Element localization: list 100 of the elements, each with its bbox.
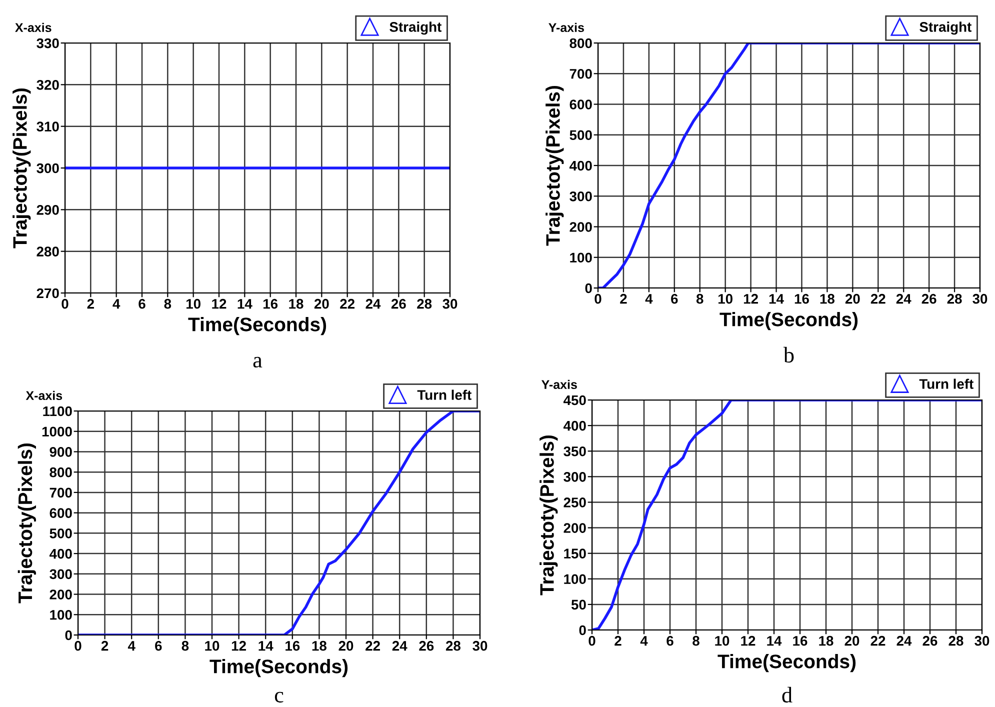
y-tick-label: 600 — [570, 100, 592, 110]
x-tick-label: 30 — [974, 636, 990, 646]
x-tick-label: 24 — [366, 298, 381, 309]
y-tick-label: 200 — [570, 222, 592, 232]
y-tick-label: 280 — [36, 246, 59, 257]
y-tick-label: 200 — [564, 523, 586, 533]
x-tick-label: 10 — [718, 294, 732, 304]
x-tick-label: 30 — [442, 298, 458, 309]
x-tick-label: 2 — [87, 298, 94, 309]
y-tick-label: 0 — [585, 283, 592, 294]
x-tick-label: 2 — [101, 640, 108, 651]
chart-title: Y-axis — [542, 380, 577, 390]
text: a — [253, 356, 262, 368]
x-tick-label: 26 — [391, 298, 406, 309]
y-tick-label: 1100 — [43, 406, 72, 416]
y-tick-label: 300 — [564, 472, 586, 482]
x-tick-label: 12 — [212, 298, 226, 309]
y-tick-label: 400 — [569, 160, 592, 171]
x-tick-label: 12 — [744, 294, 758, 304]
y-tick-label: 300 — [50, 569, 72, 580]
y-tick-label: 100 — [564, 574, 586, 584]
legend-label: Straight — [920, 22, 972, 35]
y-tick-label: 270 — [36, 288, 59, 298]
y-tick-label: 350 — [564, 446, 586, 456]
x-tick-label: 14 — [769, 294, 784, 304]
x-tick-label: 4 — [112, 299, 120, 309]
y-tick-label: 330 — [36, 38, 59, 48]
y-tick-label: 200 — [50, 590, 72, 600]
x-axis-title: Time(Seconds) — [718, 654, 856, 672]
y-tick-label: 400 — [563, 420, 586, 431]
x-tick-label: 6 — [138, 298, 146, 309]
x-axis-title: Time(Seconds) — [188, 317, 326, 336]
y-tick-label: 1000 — [42, 426, 72, 437]
x-tick-label: 14 — [238, 299, 252, 309]
x-tick-label: 16 — [263, 298, 278, 309]
y-tick-label: 150 — [564, 548, 586, 559]
x-tick-label: 26 — [922, 636, 938, 646]
y-tick-label: 450 — [563, 395, 586, 406]
x-tick-label: 6 — [671, 294, 678, 304]
x-axis-title: Time(Seconds) — [720, 312, 858, 330]
x-tick-label: 18 — [289, 298, 304, 309]
y-tick-label: 900 — [50, 447, 72, 457]
x-tick-label: 4 — [645, 294, 653, 304]
x-tick-label: 24 — [896, 294, 912, 304]
text: b — [783, 346, 794, 363]
x-tick-label: 8 — [164, 298, 172, 309]
x-tick-label: 18 — [820, 294, 834, 304]
chart-title: X-axis — [15, 22, 52, 32]
x-tick-label: 14 — [258, 641, 274, 651]
y-tick-label: 700 — [570, 68, 592, 79]
x-tick-label: 20 — [845, 294, 860, 304]
y-axis-title: Trajectoty(Pixels) — [18, 443, 36, 604]
x-tick-label: 20 — [844, 636, 860, 646]
x-tick-label: 10 — [205, 640, 220, 651]
y-tick-label: 290 — [36, 205, 59, 215]
y-tick-label: 800 — [570, 38, 592, 48]
x-tick-label: 28 — [446, 640, 460, 651]
y-tick-label: 320 — [36, 80, 59, 90]
x-tick-label: 2 — [620, 294, 627, 304]
x-tick-label: 28 — [417, 298, 432, 309]
x-tick-label: 18 — [312, 640, 326, 651]
x-axis-title: Time(Seconds) — [210, 659, 348, 678]
x-tick-label: 22 — [340, 298, 354, 309]
x-tick-label: 16 — [793, 636, 808, 646]
x-tick-label: 16 — [286, 640, 300, 651]
chart-title: X-axis — [26, 390, 62, 400]
x-tick-label: 28 — [948, 636, 964, 646]
y-tick-label: 500 — [50, 528, 72, 538]
x-tick-label: 10 — [715, 636, 730, 646]
y-tick-label: 250 — [564, 498, 586, 508]
x-tick-label: 26 — [922, 294, 936, 304]
y-axis-title: Trajectoty(Pixels) — [546, 86, 564, 246]
x-tick-label: 6 — [666, 636, 674, 646]
y-tick-label: 400 — [49, 548, 72, 559]
y-tick-label: 100 — [50, 610, 72, 620]
x-tick-label: 4 — [640, 636, 648, 646]
chart-title: Y-axis — [548, 22, 584, 32]
y-axis-title: Trajectoty(Pixels) — [12, 88, 31, 248]
x-tick-label: 10 — [186, 298, 200, 309]
legend-label: Turn left — [919, 378, 974, 389]
legend-label: Turn left — [417, 390, 472, 400]
text: d — [782, 686, 792, 703]
y-tick-label: 0 — [579, 625, 586, 636]
y-tick-label: 100 — [570, 252, 592, 263]
x-tick-label: 22 — [870, 636, 886, 646]
y-tick-label: 700 — [50, 488, 72, 498]
y-tick-label: 310 — [36, 122, 59, 132]
y-tick-label: 300 — [36, 163, 59, 174]
x-tick-label: 0 — [74, 640, 82, 651]
x-tick-label: 6 — [155, 640, 162, 651]
x-tick-label: 14 — [767, 636, 782, 646]
x-tick-label: 16 — [794, 294, 809, 304]
x-tick-label: 12 — [741, 636, 756, 646]
x-tick-label: 4 — [128, 641, 136, 651]
y-tick-label: 50 — [571, 600, 586, 610]
y-tick-label: 300 — [570, 191, 592, 202]
x-tick-label: 8 — [182, 640, 189, 651]
x-tick-label: 24 — [392, 640, 408, 651]
x-tick-label: 8 — [696, 294, 704, 304]
x-tick-label: 20 — [314, 298, 329, 309]
